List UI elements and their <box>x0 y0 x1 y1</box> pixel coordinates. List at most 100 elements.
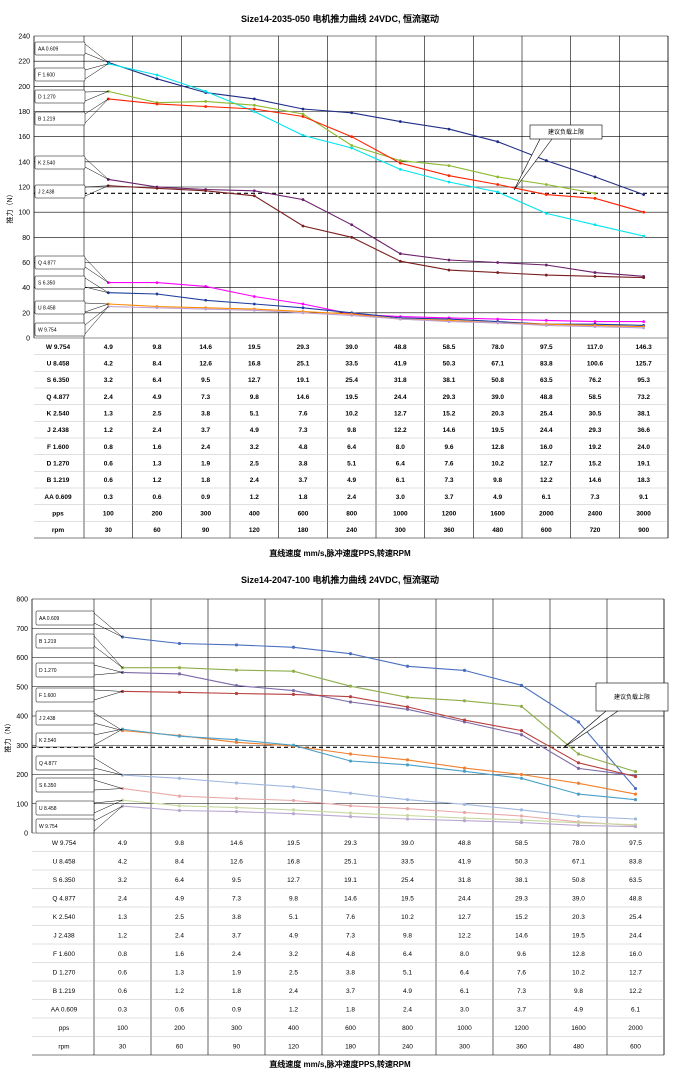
y-tick-label: 180 <box>18 109 30 116</box>
data-point <box>398 259 402 263</box>
table-cell: 3.7 <box>201 427 210 434</box>
table-cell: 41.9 <box>458 858 471 865</box>
table-cell: 63.5 <box>629 877 642 884</box>
table-cell: 9.5 <box>232 877 241 884</box>
data-point <box>519 818 524 822</box>
table-row-label: Q 4.877 <box>52 895 76 902</box>
y-tick-label: 200 <box>16 772 28 779</box>
table-cell: 4.9 <box>347 477 356 484</box>
data-point <box>593 320 597 324</box>
data-point <box>519 772 524 777</box>
table-cell: 15.2 <box>443 411 456 418</box>
series-line <box>108 305 644 329</box>
curve-label-box <box>35 610 95 626</box>
table-cell: 0.6 <box>118 969 127 976</box>
data-point <box>234 668 239 672</box>
table-row-label: rpm <box>52 527 65 534</box>
table-cell: 25.1 <box>344 858 357 865</box>
data-point <box>252 103 256 107</box>
data-point <box>447 320 451 324</box>
y-tick-label: 160 <box>18 134 30 141</box>
data-point <box>576 761 581 765</box>
data-point <box>301 224 305 228</box>
table-cell: 10.2 <box>401 914 414 921</box>
table-cell: 24.0 <box>637 444 650 451</box>
table-cell: 29.3 <box>443 394 456 401</box>
table-cell: 1.3 <box>104 411 113 418</box>
curve-label: B 1.219 <box>38 117 55 123</box>
table-cell: 480 <box>492 527 503 534</box>
table-cell: 3.8 <box>201 411 210 418</box>
data-point <box>301 112 305 116</box>
y-tick-label: 500 <box>16 684 28 691</box>
data-point <box>447 174 451 178</box>
table-cell: 0.6 <box>175 1006 184 1013</box>
table-cell: 60 <box>153 527 161 534</box>
data-point <box>544 324 548 327</box>
y-axis-label: 推力（N） <box>3 719 12 752</box>
curve-label: W 9.754 <box>38 328 57 334</box>
data-point <box>252 308 256 312</box>
data-point <box>593 175 597 179</box>
data-point <box>576 823 581 827</box>
table-cell: 360 <box>444 527 455 534</box>
table-cell: 95.3 <box>637 377 650 384</box>
table-cell: 300 <box>231 1025 242 1032</box>
table-cell: 97.5 <box>540 344 553 351</box>
table-cell: 100 <box>103 511 114 518</box>
table-cell: 30 <box>105 527 113 534</box>
chart-1: Size14-2035-050 电机推力曲线 24VDC, 恒流驱动 0 20 40 6… <box>5 13 669 558</box>
series-line <box>122 799 636 826</box>
data-point <box>252 97 256 101</box>
table-cell: 0.8 <box>104 444 113 451</box>
data-point <box>519 729 524 733</box>
table-cell: 4.9 <box>250 427 259 434</box>
table-cell: 7.3 <box>232 895 241 902</box>
data-point <box>350 235 354 239</box>
table-cell: 6.4 <box>403 951 412 958</box>
table-cell: 360 <box>516 1043 527 1050</box>
table-cell: 1.9 <box>232 969 241 976</box>
table-cell: 25.4 <box>401 877 414 884</box>
data-point <box>462 819 467 823</box>
table-cell: 19.5 <box>491 427 504 434</box>
curve-label-leader <box>93 779 123 791</box>
annotation-pointer <box>513 138 553 191</box>
y-tick-label: 400 <box>16 714 28 721</box>
table-cell: 67.1 <box>491 361 504 368</box>
table-cell: 14.6 <box>344 895 357 902</box>
table-cell: 12.8 <box>572 951 585 958</box>
table-cell: 38.1 <box>637 411 650 418</box>
table-cell: 19.5 <box>345 394 358 401</box>
table-cell: 1.8 <box>298 494 307 501</box>
table-cell: 240 <box>402 1043 413 1050</box>
table-cell: 7.3 <box>517 988 526 995</box>
table-cell: 1.6 <box>152 444 161 451</box>
data-point <box>301 107 305 111</box>
table-cell: 3.0 <box>396 494 405 501</box>
table-cell: 9.8 <box>175 840 184 847</box>
data-point <box>642 320 646 324</box>
table-cell: 25.1 <box>297 361 310 368</box>
series-line <box>122 667 636 773</box>
table-cell: 600 <box>298 511 309 518</box>
table-cell: 12.2 <box>458 932 471 939</box>
y-axis-label: 推力（N） <box>5 190 14 223</box>
data-point <box>204 100 208 103</box>
table-cell: 2.4 <box>232 951 241 958</box>
table-cell: 1.2 <box>175 988 184 995</box>
table-cell: 3.2 <box>250 444 259 451</box>
curve-label-box <box>34 111 86 126</box>
table-cell: 9.8 <box>403 932 412 939</box>
data-point <box>348 652 353 656</box>
data-point <box>405 807 410 811</box>
table-cell: 50.3 <box>443 361 456 368</box>
table-cell: 12.6 <box>199 361 212 368</box>
table-cell: 0.8 <box>118 951 127 958</box>
data-point <box>519 808 524 812</box>
data-point <box>301 134 305 137</box>
data-point <box>544 193 548 196</box>
table-cell: 25.4 <box>345 377 358 384</box>
table-cell: 1.8 <box>201 477 210 484</box>
table-cell: 0.3 <box>104 494 113 501</box>
